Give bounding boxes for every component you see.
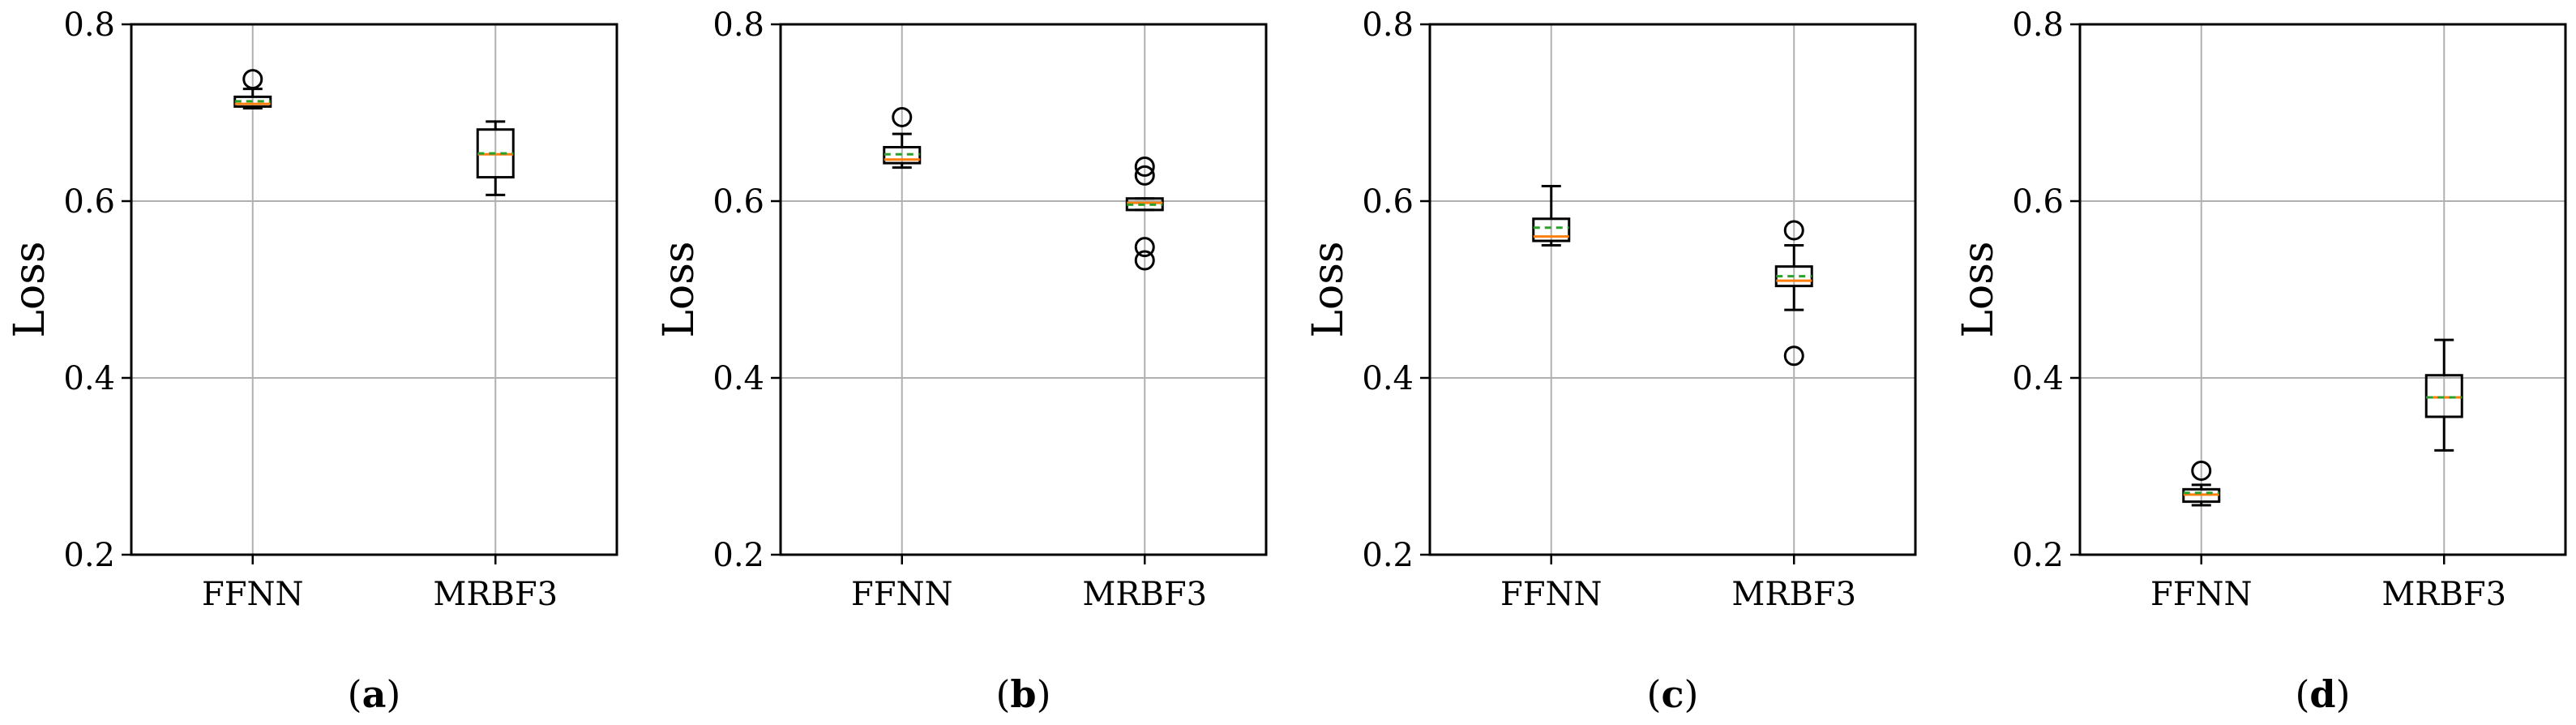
- box-mrbf3: [1125, 156, 1164, 271]
- panel-caption: (b): [995, 672, 1051, 716]
- box-ffnn: [2182, 460, 2221, 507]
- axes-frame: [2078, 23, 2567, 556]
- x-tick-label: FFNN: [1500, 576, 1603, 613]
- outlier-point: [1783, 220, 1804, 241]
- y-axis-label: Loss: [1954, 241, 2003, 337]
- y-tick-label: 0.4: [63, 360, 115, 397]
- y-tick-label: 0.2: [712, 537, 764, 574]
- box-mrbf3: [1774, 220, 1813, 367]
- axes-frame: [130, 23, 618, 556]
- box-ffnn: [883, 106, 922, 169]
- outlier-point: [242, 69, 263, 90]
- outlier-point: [1134, 156, 1155, 177]
- y-axis-label: Loss: [6, 241, 54, 337]
- y-tick-label: 0.8: [712, 6, 764, 44]
- y-tick-label: 0.2: [2012, 537, 2064, 574]
- panel-a: 0.2 0.4 0.6 0.8 FFNN MRBF3 Loss (a): [6, 6, 618, 716]
- iqr-box: [1532, 217, 1571, 242]
- panel-caption: (a): [348, 672, 401, 716]
- y-tick-label: 0.6: [712, 183, 764, 221]
- panel-b: 0.2 0.4 0.6 0.8 FFNN MRBF3 Loss (b): [655, 6, 1268, 716]
- panel-d: 0.2 0.4 0.6 0.8 FFNN MRBF3 Loss (d): [1954, 6, 2567, 716]
- y-tick-label: 0.2: [63, 537, 115, 574]
- axes-frame: [779, 23, 1268, 556]
- panel-c: 0.2 0.4 0.6 0.8 FFNN MRBF3 Loss (c): [1304, 6, 1917, 716]
- y-tick-label: 0.6: [63, 183, 115, 221]
- iqr-box: [2424, 374, 2463, 418]
- y-tick-label: 0.4: [1362, 360, 1414, 397]
- axes-frame: [1428, 23, 1917, 556]
- outlier-point: [1134, 250, 1155, 271]
- panel-caption: (c): [1647, 672, 1699, 716]
- x-tick-label: MRBF3: [1731, 576, 1856, 613]
- box-ffnn: [233, 69, 272, 110]
- y-tick-label: 0.8: [2012, 6, 2064, 44]
- outlier-point: [1783, 345, 1804, 367]
- y-tick-label: 0.8: [1362, 6, 1414, 44]
- y-tick-label: 0.8: [63, 6, 115, 44]
- y-tick-label: 0.4: [712, 360, 764, 397]
- x-tick-label: MRBF3: [433, 576, 558, 613]
- box-ffnn: [1532, 184, 1571, 247]
- y-tick-label: 0.2: [1362, 537, 1414, 574]
- box-mrbf3: [476, 120, 515, 196]
- x-tick-label: MRBF3: [2381, 576, 2506, 613]
- outlier-point: [1134, 237, 1155, 258]
- y-axis-label: Loss: [655, 241, 704, 337]
- x-tick-label: MRBF3: [1082, 576, 1207, 613]
- panel-caption: (d): [2295, 672, 2350, 716]
- y-axis-label: Loss: [1304, 241, 1353, 337]
- x-tick-label: FFNN: [202, 576, 304, 613]
- y-tick-label: 0.6: [1362, 183, 1414, 221]
- outlier-point: [892, 106, 913, 127]
- y-tick-label: 0.4: [2012, 360, 2064, 397]
- x-tick-label: FFNN: [851, 576, 953, 613]
- outlier-point: [1134, 165, 1155, 186]
- x-tick-label: FFNN: [2150, 576, 2253, 613]
- outlier-point: [2191, 460, 2212, 481]
- box-mrbf3: [2424, 338, 2463, 452]
- y-tick-label: 0.6: [2012, 183, 2064, 221]
